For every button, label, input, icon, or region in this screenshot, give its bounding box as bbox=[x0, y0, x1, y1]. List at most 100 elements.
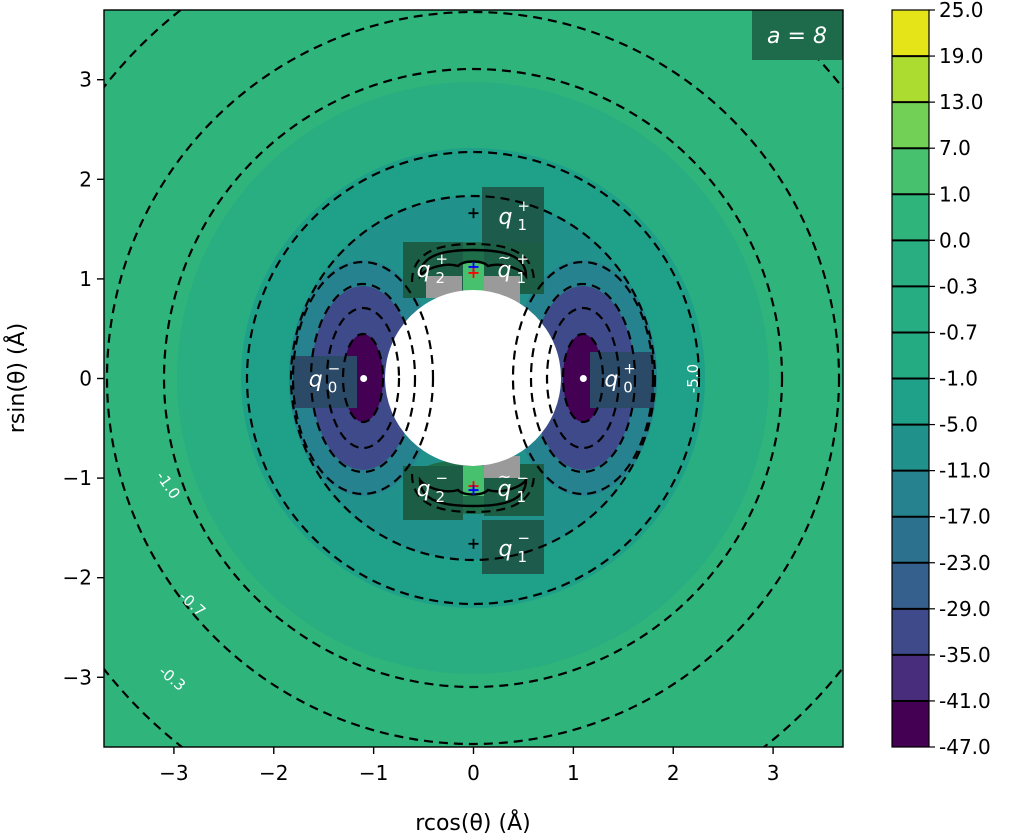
colorbar-tick-label: 13.0 bbox=[939, 90, 984, 114]
charge-label-subscript: 0 bbox=[623, 379, 633, 397]
charge-label-base: q bbox=[417, 477, 431, 502]
x-axis: −3 −2 −1 0 1 2 3 bbox=[159, 747, 779, 785]
contour-well-left-4 bbox=[341, 332, 385, 424]
charge-label-subscript: 0 bbox=[328, 379, 338, 397]
x-tick-label: −3 bbox=[159, 761, 188, 785]
contour-zero-bottom bbox=[418, 476, 528, 508]
x-tick-label: 0 bbox=[467, 761, 480, 785]
contour-well-right-4 bbox=[561, 332, 605, 424]
colorbar-band bbox=[892, 424, 929, 472]
contour-well-left-2 bbox=[309, 282, 417, 474]
colorbar-tick-label: -47.0 bbox=[939, 735, 991, 759]
contour-line-0.7 bbox=[105, 10, 841, 746]
y-tick-label: −1 bbox=[63, 466, 92, 490]
y-tick-label: 1 bbox=[79, 267, 92, 291]
y-tick-label: 2 bbox=[79, 167, 92, 191]
contour-well-right-1 bbox=[511, 260, 655, 496]
x-tick-label: 1 bbox=[567, 761, 580, 785]
contour-line-5.0 bbox=[245, 150, 701, 606]
label-patch-q0m bbox=[293, 356, 357, 408]
colorbar-band bbox=[892, 654, 929, 702]
y-tick-label: −3 bbox=[63, 665, 92, 689]
colorbar-tick-label: -41.0 bbox=[939, 689, 991, 713]
charge-label: q~1− bbox=[497, 467, 529, 506]
charge-label: q 2− bbox=[417, 469, 449, 506]
excluded-core-disk bbox=[385, 290, 561, 466]
colorbar-tick-label: -17.0 bbox=[939, 505, 991, 529]
y-axis-label: rsin(θ) (Å) bbox=[3, 323, 30, 433]
contour-label: -5.0 bbox=[684, 364, 702, 393]
charge-label: q 1+ bbox=[498, 197, 530, 234]
colorbar-band bbox=[892, 516, 929, 564]
contour-line-11.0 bbox=[289, 194, 657, 562]
charge-label-subscript: 1 bbox=[517, 216, 527, 234]
charge-cross-marker bbox=[468, 267, 479, 278]
x-tick-label: −2 bbox=[259, 761, 288, 785]
colorbar-band bbox=[892, 56, 929, 103]
colorbar-tick-label: 25.0 bbox=[939, 0, 984, 22]
charge-label-base: q bbox=[498, 205, 512, 230]
y-tick-label: −2 bbox=[63, 566, 92, 590]
colorbar-band bbox=[892, 332, 929, 379]
charge-label: q 1− bbox=[498, 529, 530, 566]
x-axis-label: rcos(θ) (Å) bbox=[415, 809, 530, 836]
contour-lines bbox=[104, 10, 843, 747]
charge-label: q 0− bbox=[309, 360, 341, 397]
contour-line-1.0 bbox=[162, 67, 784, 689]
colorbar-tick-label: 0.0 bbox=[939, 228, 971, 252]
charge-label: q~1+ bbox=[497, 248, 529, 287]
contour-well-left-1 bbox=[291, 260, 435, 496]
colorbar-band bbox=[892, 700, 929, 748]
charge-label-superscript: + bbox=[517, 197, 530, 215]
contour-top-lobe bbox=[410, 242, 536, 283]
x-tick-label: −1 bbox=[359, 761, 388, 785]
charge-markers bbox=[360, 208, 587, 549]
charge-label-superscript: + bbox=[623, 360, 636, 378]
colorbar-tick-label: -5.0 bbox=[939, 413, 978, 437]
charge-label: q 0+ bbox=[604, 360, 636, 397]
charge-label-base: q bbox=[498, 537, 512, 562]
colorbar-tick-label: -11.0 bbox=[939, 459, 991, 483]
contour-lines-solid bbox=[418, 248, 528, 508]
charge-label-subscript: 2 bbox=[436, 488, 446, 506]
y-tick-label: 0 bbox=[79, 367, 92, 391]
colorbar-band bbox=[892, 148, 929, 195]
charge-label-superscript: − bbox=[436, 469, 449, 487]
contour-bottom-lobe bbox=[410, 473, 536, 514]
contour-well-left-3 bbox=[325, 306, 401, 450]
colorbar-tick-label: -0.3 bbox=[939, 274, 978, 298]
parameter-badge bbox=[752, 10, 843, 60]
colorbar-tick-label: -35.0 bbox=[939, 643, 991, 667]
charge-label-superscript: − bbox=[516, 469, 529, 487]
contour-well-right-3 bbox=[545, 306, 621, 450]
colorbar-band bbox=[892, 562, 929, 610]
charge-label-subscript: 1 bbox=[516, 488, 526, 506]
charge-label-base: q bbox=[309, 368, 323, 393]
plot-area: -5.0-1.0-0.7-0.3 q 1+q 2+ q~1+q 0− q 0+q 2− q~1−… bbox=[104, 10, 843, 747]
charge-label-base: q bbox=[497, 258, 511, 283]
colorbar: 25.0 19.0 13.0 7.0 1.0 0.0 -0.3 -0.7 -1.0 -5.0 -11… bbox=[891, 0, 991, 759]
charge-label: q 2+ bbox=[417, 250, 449, 287]
colorbar-band bbox=[892, 194, 929, 241]
colorbar-band bbox=[892, 10, 929, 57]
charge-labels: q 1+q 2+ q~1+q 0− q 0+q 2− q~1−q 1− bbox=[309, 197, 636, 566]
colorbar-tick-label: -0.7 bbox=[939, 320, 978, 344]
charge-label-tilde: ~ bbox=[498, 467, 511, 486]
contour-zero-top bbox=[418, 248, 528, 280]
colorbar-tick-label: 19.0 bbox=[939, 44, 984, 68]
y-axis: −3 −2 −1 0 1 2 3 bbox=[63, 68, 104, 689]
colorbar-band bbox=[892, 608, 929, 656]
charge-label-superscript: − bbox=[328, 360, 341, 378]
colorbar-tick-label: 1.0 bbox=[939, 182, 971, 206]
charge-label-superscript: + bbox=[436, 250, 449, 268]
charge-label-subscript: 2 bbox=[436, 269, 446, 287]
colorbar-tick-label: 7.0 bbox=[939, 136, 971, 160]
colorbar-tick-label: -1.0 bbox=[939, 367, 978, 391]
colorbar-band bbox=[892, 286, 929, 333]
charge-label-superscript: − bbox=[517, 529, 530, 547]
label-patch-q1m bbox=[482, 520, 544, 574]
charge-dot bbox=[360, 375, 368, 382]
colorbar-band bbox=[892, 470, 929, 518]
charge-label-base: q bbox=[604, 368, 618, 393]
